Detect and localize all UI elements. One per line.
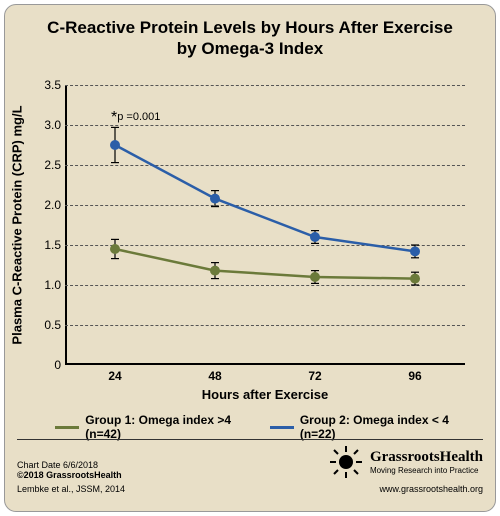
ytick-label: 0 [21, 358, 61, 372]
ytick-label: 0.5 [21, 318, 61, 332]
footer-left: Chart Date 6/6/2018 ©2018 GrassrootsHeal… [17, 460, 122, 480]
xtick-label: 48 [208, 369, 221, 383]
footer-row-1: Chart Date 6/6/2018 ©2018 GrassrootsHeal… [17, 444, 483, 480]
footer-row-2: Lembke et al., JSSM, 2014 www.grassroots… [17, 484, 483, 494]
xtick-label: 24 [108, 369, 121, 383]
plot-area: 00.51.01.52.02.53.03.5 24487296 *p =0.00… [65, 85, 465, 365]
ytick-label: 3.5 [21, 78, 61, 92]
data-marker [410, 246, 420, 256]
xtick-label: 96 [408, 369, 421, 383]
brand-tagline: Moving Research into Practice [370, 466, 483, 475]
x-axis-label: Hours after Exercise [202, 387, 328, 402]
significance-annotation: *p =0.001 [111, 109, 160, 127]
legend-swatch [55, 426, 79, 429]
brand: GrassrootsHealth Moving Research into Pr… [328, 444, 483, 480]
ytick-label: 2.5 [21, 158, 61, 172]
chart-card: C-Reactive Protein Levels by Hours After… [4, 4, 496, 512]
footer: Chart Date 6/6/2018 ©2018 GrassrootsHeal… [17, 435, 483, 505]
ytick-label: 3.0 [21, 118, 61, 132]
footer-url: www.grassrootshealth.org [379, 484, 483, 494]
series-line-group2 [115, 145, 415, 251]
data-marker [110, 140, 120, 150]
title-line1: C-Reactive Protein Levels by Hours After… [13, 17, 487, 38]
brand-text: GrassrootsHealth Moving Research into Pr… [370, 449, 483, 475]
y-axis-label: Plasma C-Reactive Protein (CRP) mg/L [10, 105, 25, 344]
ytick-label: 2.0 [21, 198, 61, 212]
xtick-label: 72 [308, 369, 321, 383]
sun-logo-icon [328, 444, 364, 480]
data-marker [310, 232, 320, 242]
legend-swatch [270, 426, 294, 429]
chart-date: Chart Date 6/6/2018 [17, 460, 122, 470]
data-marker [410, 274, 420, 284]
data-marker [310, 272, 320, 282]
footer-divider [17, 439, 483, 440]
data-marker [210, 266, 220, 276]
ytick-label: 1.5 [21, 238, 61, 252]
brand-name: GrassrootsHealth [370, 449, 483, 466]
data-marker [210, 194, 220, 204]
plot-svg [65, 85, 465, 365]
chart-title: C-Reactive Protein Levels by Hours After… [13, 17, 487, 60]
chart-container: C-Reactive Protein Levels by Hours After… [0, 0, 500, 516]
title-line2: by Omega-3 Index [13, 38, 487, 59]
series-line-group1 [115, 249, 415, 279]
citation: Lembke et al., JSSM, 2014 [17, 484, 125, 494]
copyright: ©2018 GrassrootsHealth [17, 470, 122, 480]
ytick-label: 1.0 [21, 278, 61, 292]
annotation-p: p =0.001 [117, 111, 160, 123]
data-marker [110, 244, 120, 254]
